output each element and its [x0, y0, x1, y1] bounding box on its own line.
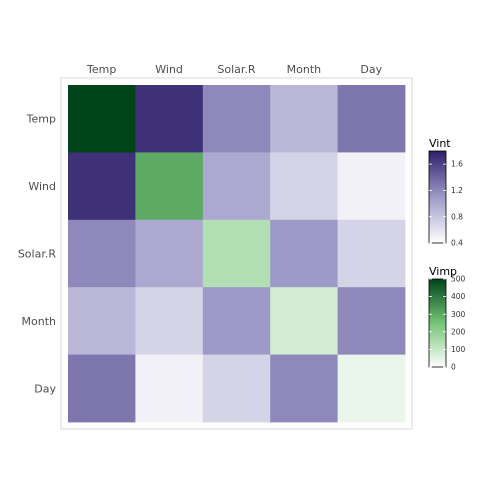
y-tick-label-solarr: Solar.R	[18, 248, 57, 261]
heatmap-cell-wind-wind	[135, 152, 204, 221]
y-tick-label-day: Day	[34, 382, 56, 395]
x-tick-label-day: Day	[360, 63, 382, 76]
y-axis-labels: Temp Wind Solar.R Month Day	[18, 113, 57, 396]
legend-colorbar-vint	[428, 150, 447, 244]
heatmap-cell-wind-day	[337, 152, 406, 221]
x-tick-label-wind: Wind	[155, 63, 183, 76]
heatmap-cell-solarr-wind	[135, 219, 204, 288]
heatmap-cell-month-month	[270, 287, 338, 355]
legend-tick-vimp: 500	[451, 275, 466, 284]
x-tick-label-month: Month	[287, 63, 322, 76]
heatmap-cell-solarr-day	[337, 219, 406, 288]
heatmap-cell-day-day	[337, 354, 406, 423]
heatmap-cell-wind-temp	[68, 152, 136, 221]
x-axis-labels: Temp Wind Solar.R Month Day	[86, 63, 383, 76]
x-tick-label-temp: Temp	[86, 63, 116, 76]
legend-tick-vimp: 0	[451, 363, 456, 372]
y-tick-label-wind: Wind	[28, 180, 56, 193]
heatmap-cell-solarr-month	[270, 219, 338, 288]
heatmap-cell-month-wind	[135, 287, 204, 355]
heatmap-cell-temp-temp	[68, 85, 136, 153]
heatmap-cell-wind-month	[270, 152, 338, 221]
heatmap-cell-temp-month	[270, 85, 338, 153]
legend-tick-vimp: 400	[451, 292, 466, 301]
y-tick-label-temp: Temp	[26, 113, 56, 126]
legend-title-vint: Vint	[429, 137, 451, 150]
legend-tick-vint: 1.2	[451, 186, 463, 195]
heatmap-cell-day-month	[270, 354, 338, 423]
heatmap-cell-day-wind	[135, 354, 204, 423]
legend-tick-vimp: 100	[451, 345, 466, 354]
legend-tick-vint: 1.6	[451, 160, 463, 169]
heatmap-cell-solarr-solarr	[202, 219, 271, 288]
heatmap-cell-day-solarr	[202, 354, 271, 423]
legend-tick-vimp: 300	[451, 310, 466, 319]
heatmap-cell-solarr-temp	[68, 219, 136, 288]
heatmap-cells	[68, 85, 406, 423]
heatmap-cell-temp-day	[337, 85, 406, 153]
y-tick-label-month: Month	[22, 315, 57, 328]
x-tick-label-solarr: Solar.R	[217, 63, 256, 76]
legend-colorbar-vimp	[428, 278, 447, 368]
heatmap-cell-temp-solarr	[202, 85, 271, 153]
legend-tick-vint: 0.4	[451, 239, 463, 248]
legend-tick-vimp: 200	[451, 327, 466, 336]
legend-tick-vint: 0.8	[451, 212, 463, 221]
heatmap-cell-month-solarr	[202, 287, 271, 355]
heatmap-cell-wind-solarr	[202, 152, 271, 221]
heatmap-cell-temp-wind	[135, 85, 204, 153]
heatmap-cell-month-day	[337, 287, 406, 355]
legend-title-vimp: Vimp	[429, 265, 457, 278]
legends: Vint 0.4 0.8 1.2 1.6 Vimp 0 100 200 300 400 500	[428, 137, 466, 372]
heatmap-cell-day-temp	[68, 354, 136, 423]
heatmap-cell-month-temp	[68, 287, 136, 355]
